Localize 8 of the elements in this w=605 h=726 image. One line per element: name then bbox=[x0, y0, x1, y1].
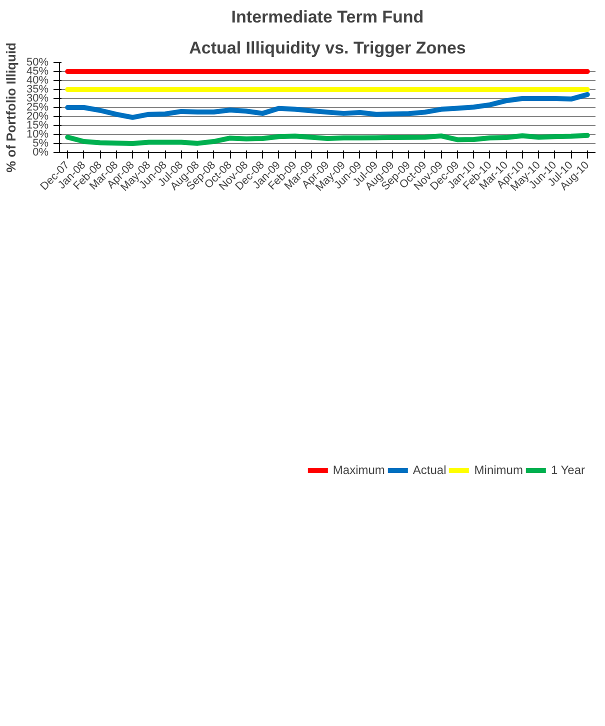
legend-label: Maximum bbox=[332, 463, 385, 477]
legend-label: 1 Year bbox=[550, 463, 585, 477]
chart-subtitle: Actual Illiquidity vs. Trigger Zones bbox=[189, 38, 466, 58]
y-axis-title: % of Portfolio Illiquid bbox=[3, 42, 18, 172]
legend-label: Minimum bbox=[474, 463, 523, 477]
legend-label: Actual bbox=[412, 463, 446, 477]
chart-title: Intermediate Term Fund bbox=[231, 8, 424, 26]
y-tick-label: 0% bbox=[32, 146, 49, 158]
